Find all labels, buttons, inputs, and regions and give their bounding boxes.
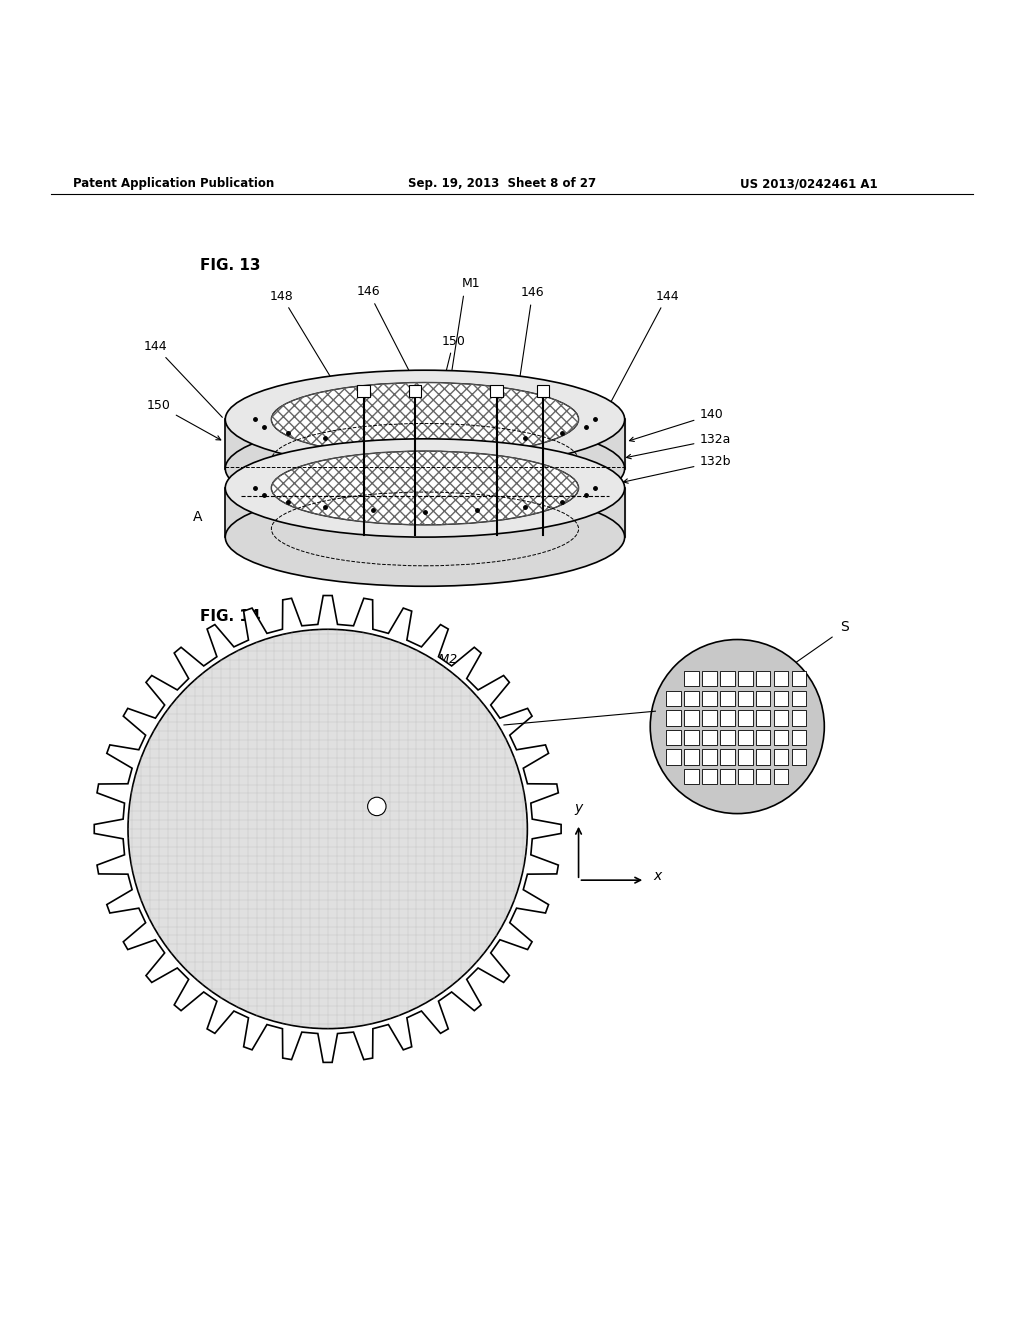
Bar [684,710,698,726]
Bar [667,730,681,746]
Text: A': A' [366,483,378,496]
Bar [774,730,788,746]
Text: M1: M1 [462,277,480,290]
Text: FIG. 13: FIG. 13 [200,259,260,273]
Bar [684,770,698,784]
Bar [702,671,717,686]
Bar [792,730,806,746]
Bar [792,671,806,686]
Text: 148: 148 [269,289,347,404]
Ellipse shape [225,438,625,537]
Text: M, M1, M2: M, M1, M2 [393,653,457,667]
Bar [756,770,770,784]
Bar [537,384,549,397]
Text: 150: 150 [394,548,419,561]
Bar [357,384,370,397]
Text: FIG. 14: FIG. 14 [200,610,260,624]
Bar [667,690,681,706]
Text: 150: 150 [438,334,466,404]
Bar [756,730,770,746]
Bar [684,730,698,746]
Text: 146: 146 [379,570,403,583]
Bar [792,710,806,726]
Text: 142: 142 [588,523,621,536]
Ellipse shape [271,383,579,457]
Bar [738,671,753,686]
Bar [702,770,717,784]
Bar [702,710,717,726]
Bar [792,750,806,764]
Bar [774,690,788,706]
Bar [756,690,770,706]
Text: 146: 146 [517,286,545,393]
Bar [774,710,788,726]
Bar [667,750,681,764]
Bar [409,384,421,397]
Bar [702,750,717,764]
Text: Sep. 19, 2013  Sheet 8 of 27: Sep. 19, 2013 Sheet 8 of 27 [408,177,596,190]
Bar [738,710,753,726]
Text: x: x [653,869,662,883]
Ellipse shape [225,488,625,586]
Text: 140: 140 [630,408,723,441]
Bar [738,690,753,706]
Bar [774,770,788,784]
Bar [738,750,753,764]
Bar [774,750,788,764]
Polygon shape [94,595,561,1063]
Bar [720,710,734,726]
Bar [738,770,753,784]
Bar [667,710,681,726]
Text: 132b: 132b [624,455,731,483]
Bar [774,671,788,686]
Bar [490,384,503,397]
Bar [720,750,734,764]
Circle shape [650,639,824,813]
Bar [720,671,734,686]
Bar [720,690,734,706]
Bar [756,671,770,686]
Text: 144: 144 [610,289,679,403]
Text: A: A [193,510,203,524]
Bar [720,770,734,784]
Text: y: y [574,800,583,814]
Ellipse shape [271,451,579,525]
Bar [738,730,753,746]
Text: Patent Application Publication: Patent Application Publication [74,177,274,190]
Bar [684,690,698,706]
Text: 150: 150 [147,399,221,440]
Bar [684,671,698,686]
Ellipse shape [225,420,625,517]
Circle shape [368,797,386,816]
Text: S: S [840,620,849,635]
Bar [684,750,698,764]
Ellipse shape [225,370,625,469]
Text: 146: 146 [356,285,419,389]
Bar [756,710,770,726]
Bar [702,690,717,706]
Bar [702,730,717,746]
Bar [720,730,734,746]
Bar [792,690,806,706]
Text: 144: 144 [143,339,222,417]
Text: 132a: 132a [627,433,731,459]
Text: M2: M2 [475,512,494,525]
Bar [756,750,770,764]
Text: US 2013/0242461 A1: US 2013/0242461 A1 [740,177,878,190]
Circle shape [128,630,527,1028]
